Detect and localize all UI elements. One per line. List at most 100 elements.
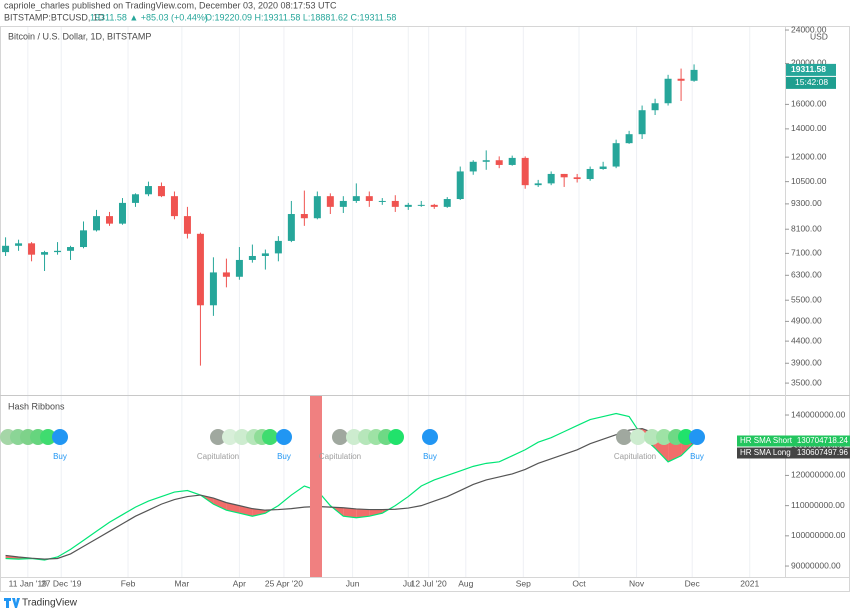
dot: [332, 429, 348, 445]
annotation: Buy: [423, 452, 437, 461]
y-tick-label: 100000000.00: [791, 530, 846, 540]
bearish-fill: [356, 508, 370, 518]
candle-body: [612, 143, 620, 167]
y-tick-label: 4400.00: [791, 335, 822, 345]
signal-dots: [0, 429, 705, 445]
y-tick-label: 6300.00: [791, 270, 822, 280]
buy-dot: [689, 429, 705, 445]
candle-body: [274, 240, 282, 254]
candle-body: [677, 78, 685, 81]
y-tick-label: 3500.00: [791, 377, 822, 387]
candle-body: [443, 199, 451, 207]
y-tick-label: 3900.00: [791, 358, 822, 368]
x-tick-label: 11 Jan '19: [9, 578, 48, 588]
candle-body: [28, 243, 36, 255]
dot: [388, 429, 404, 445]
candle-body: [2, 245, 10, 253]
marks-layer: [2, 64, 698, 561]
annotation: Capitulation: [319, 452, 361, 461]
candle-body: [664, 78, 672, 104]
legend-name: HR SMA Short: [740, 436, 793, 445]
candle-body: [638, 110, 646, 135]
candle-body: [508, 157, 516, 165]
candle-body: [183, 216, 191, 234]
y-tick-label: 9300.00: [791, 198, 822, 208]
candle-body: [131, 194, 139, 203]
candle-body: [67, 247, 75, 251]
annotation: Capitulation: [197, 452, 239, 461]
grid-layer: [27, 27, 751, 577]
bearish-fill: [213, 498, 227, 511]
x-tick-label: Dec: [685, 578, 701, 588]
brand-logo: [4, 598, 20, 608]
candle-body: [93, 216, 101, 231]
candle-body: [157, 186, 165, 197]
candle-body: [209, 272, 217, 306]
candle-body: [430, 204, 438, 207]
candle-body: [521, 157, 529, 186]
candle-body: [80, 230, 88, 248]
countdown-box: [786, 76, 836, 89]
dot: [234, 429, 250, 445]
y-tick-label: 4900.00: [791, 316, 822, 326]
candle-body: [105, 216, 113, 224]
dot: [222, 429, 238, 445]
dot: [630, 429, 646, 445]
candle-body: [41, 252, 49, 255]
candle-body: [586, 168, 594, 180]
x-tick-label: Apr: [233, 578, 246, 588]
y-tick-label: 5500.00: [791, 294, 822, 304]
dot: [40, 429, 56, 445]
x-tick-label: 2021: [740, 578, 759, 588]
candle-body: [690, 69, 698, 81]
x-tick-label: Jun: [346, 578, 360, 588]
price-label-box: [786, 63, 836, 76]
candle-body: [456, 171, 464, 200]
candle-body: [599, 166, 607, 169]
legend-value: 130704718.24: [797, 436, 849, 445]
candle-body: [248, 255, 256, 260]
x-tick-label: Aug: [458, 578, 473, 588]
series-line: [5, 428, 695, 560]
candle-body: [404, 204, 412, 207]
candle-body: [469, 161, 477, 172]
x-tick-label: 12 Jul '20: [411, 578, 447, 588]
candle-body: [573, 177, 581, 180]
candle-body: [222, 272, 230, 277]
candle-body: [287, 214, 295, 241]
candle-body: [378, 200, 386, 202]
candle-body: [144, 186, 152, 195]
legend-name: HR SMA Long: [740, 448, 791, 457]
candle-body: [54, 250, 62, 253]
highlight-band: [310, 396, 322, 577]
series-line: [5, 412, 695, 561]
candle-body: [118, 202, 126, 224]
y-tick-label: 8100.00: [791, 223, 822, 233]
indicator-title: Hash Ribbons: [8, 401, 65, 411]
candle-body: [15, 243, 23, 246]
change: 19311.58 ▲ +85.03 (+0.44%): [90, 12, 208, 22]
chart-title: Bitcoin / U.S. Dollar, 1D, BITSTAMP: [8, 31, 151, 41]
annotation: Buy: [690, 452, 704, 461]
x-tick-label: Oct: [572, 578, 586, 588]
x-tick-label: Mar: [175, 578, 190, 588]
currency: USD: [810, 31, 828, 41]
candle-body: [170, 196, 178, 217]
y-tick-label: 24000.00: [791, 24, 827, 34]
y-tick-label: 16000.00: [791, 99, 827, 109]
legend-box: [737, 435, 850, 447]
buy-dot: [276, 429, 292, 445]
publisher: capriole_charles published on TradingVie…: [4, 0, 337, 10]
bearish-fill: [252, 508, 266, 517]
candle-body: [625, 134, 633, 144]
brand: TradingView: [22, 598, 78, 609]
legend-value: 130607497.96: [797, 448, 849, 457]
candle-body: [339, 200, 347, 207]
x-tick-label: Feb: [121, 578, 136, 588]
candle-body: [651, 103, 659, 111]
candle-body: [482, 160, 490, 162]
candle-body: [196, 233, 204, 306]
buy-dot: [52, 429, 68, 445]
